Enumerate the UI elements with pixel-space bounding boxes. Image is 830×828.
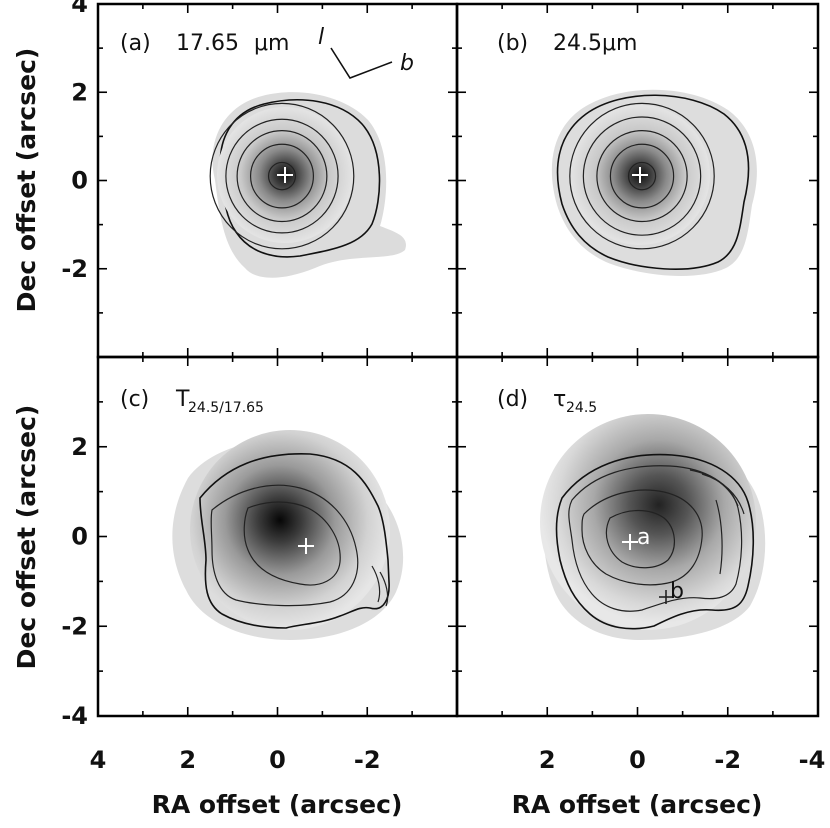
panel-b-contours	[569, 102, 715, 250]
panel-b-outer-contour	[556, 94, 750, 270]
panel-a-contour-4	[225, 118, 339, 234]
y-tick-label: 0	[71, 167, 88, 195]
x-axis-title-left: RA offset (arcsec)	[152, 790, 403, 819]
y-axis-title-top: Dec offset (arcsec)	[12, 48, 41, 313]
x-axis-title-right: RA offset (arcsec)	[512, 790, 763, 819]
y-tick-label: 0	[71, 523, 88, 551]
panel-b-contour-2	[609, 143, 675, 209]
x-tick-label: 4	[90, 746, 107, 774]
panel-c: (c) T 24.5/17.65	[120, 387, 404, 640]
panel-b-wavelength: 24.5μm	[553, 31, 637, 56]
panel-c-contour-2	[243, 501, 341, 586]
x-tick-label: -2	[354, 746, 381, 774]
y-tick-label: -4	[61, 702, 88, 730]
y-tick-label: -2	[61, 255, 88, 283]
panel-a-contours	[209, 102, 355, 250]
panel-a-contour-1	[267, 161, 297, 191]
y-tick-label: 2	[71, 78, 88, 106]
panel-a: (a) 17.65 μm l b	[120, 25, 414, 278]
marker-a: a	[622, 525, 650, 550]
panel-d-contour-4	[689, 469, 745, 575]
panel-d-subscript: 24.5	[566, 400, 597, 416]
panel-d-gradient	[540, 414, 756, 630]
panel-a-contour-3	[236, 130, 328, 223]
panel-a-contour-5	[209, 102, 355, 250]
panel-d-outer-contour	[555, 453, 755, 630]
panel-b-contour-4	[582, 116, 702, 236]
marker-b: b	[659, 579, 684, 604]
panel-a-label: (a) 17.65 μm	[120, 31, 289, 56]
panel-c-quantity: T	[175, 387, 190, 412]
panel-d-letter: (d)	[497, 387, 528, 412]
peak-marker-b	[632, 167, 648, 183]
ticks	[98, 4, 818, 716]
panel-a-letter: (a)	[120, 31, 151, 56]
orientation-b: b	[400, 51, 414, 76]
panel-d-contour-2	[581, 489, 703, 586]
panel-d-contour-3	[605, 509, 675, 569]
y-axis-title-bottom: Dec offset (arcsec)	[12, 405, 41, 670]
panel-b-letter: (b)	[497, 31, 528, 56]
panel-c-contour-3	[371, 565, 389, 607]
x-tick-label: -2	[714, 746, 741, 774]
panel-d-label: (d) τ 24.5	[497, 387, 597, 416]
peak-marker-c	[298, 538, 314, 554]
panel-c-outer-contour	[199, 453, 390, 629]
x-tick-label: 2	[179, 746, 196, 774]
panel-a-outer-contour	[219, 99, 381, 258]
panel-c-letter: (c)	[120, 387, 149, 412]
panel-c-subscript: 24.5/17.65	[188, 400, 264, 416]
panel-c-gradient	[190, 430, 390, 630]
orientation-l: l	[318, 25, 324, 50]
orientation-indicator: l b	[318, 25, 414, 79]
panel-c-contour-1	[210, 484, 359, 607]
marker-a-label: a	[637, 525, 650, 550]
panel-a-contour-2	[249, 143, 314, 209]
y-tick-label: 4	[71, 0, 88, 18]
panel-b-label: (b) 24.5μm	[497, 31, 637, 56]
x-tick-label: 0	[629, 746, 646, 774]
marker-b-label: b	[670, 579, 684, 604]
panel-d-quantity: τ	[553, 387, 566, 412]
x-tick-label: 2	[539, 746, 556, 774]
panel-b-contour-3	[596, 130, 688, 223]
panel-d: a b (d) τ 24.5	[497, 387, 766, 640]
panel-b-contour-5	[569, 102, 715, 250]
panel-a-unit: μm	[254, 31, 289, 56]
y-tick-label: -2	[61, 612, 88, 640]
panel-b-contour-1	[627, 161, 657, 191]
panel-b: (b) 24.5μm	[497, 31, 757, 276]
x-tick-label: 0	[269, 746, 286, 774]
peak-marker-a	[277, 167, 293, 183]
panel-d-contour-1	[568, 465, 743, 612]
x-tick-label: -4	[799, 746, 826, 774]
panel-a-wavelength: 17.65	[176, 31, 239, 56]
y-tick-label: 2	[71, 433, 88, 461]
panel-c-label: (c) T 24.5/17.65	[120, 387, 264, 416]
tick-labels: 420-220-2-44 2 0 -2 2 0 -2 -4	[61, 0, 825, 774]
